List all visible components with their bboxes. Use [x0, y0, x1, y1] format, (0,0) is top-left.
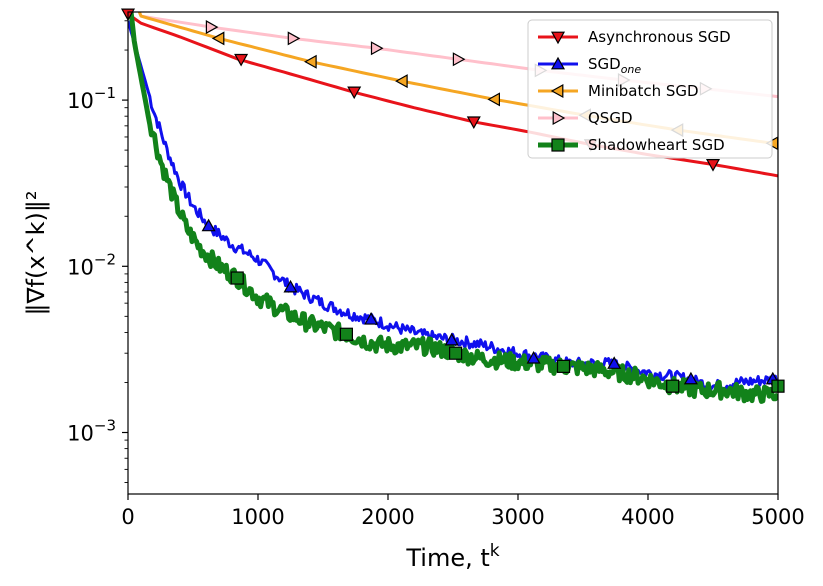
legend-marker-shadowheart-sgd [551, 138, 565, 152]
series-marker-asynchronous-sgd [705, 159, 721, 172]
series-marker-sgd-one [201, 218, 216, 232]
legend-marker-sgd-one [550, 56, 566, 70]
series-marker-asynchronous-sgd [466, 116, 481, 130]
series-marker-sgd-one [364, 312, 379, 325]
y-tick-label: 10−3 [67, 417, 116, 446]
series-marker-minibatch-sgd [211, 31, 225, 46]
x-tick-label: 5000 [751, 505, 804, 529]
series-marker-minibatch-sgd [395, 74, 408, 89]
series-marker-asynchronous-sgd [234, 53, 249, 67]
series-marker-qsgd [287, 31, 301, 46]
legend-label-minibatch-sgd: Minibatch SGD [588, 82, 699, 100]
x-tick-label: 3000 [491, 505, 544, 529]
series-marker-qsgd [452, 52, 466, 67]
legend-label-qsgd: QSGD [588, 109, 633, 127]
x-tick-label: 2000 [361, 505, 414, 529]
y-axis-title: ‖∇f(x^k)‖² [22, 190, 50, 315]
series-marker-shadowheart-sgd [449, 346, 463, 360]
series-marker-sgd-one [283, 279, 298, 293]
series-marker-asynchronous-sgd [347, 86, 362, 100]
y-tick-label: 10−2 [67, 250, 116, 279]
x-tick-label: 1000 [231, 505, 284, 529]
marker-layer [120, 8, 785, 393]
legend-box [527, 19, 773, 159]
legend-marker-minibatch-sgd [550, 83, 564, 99]
series-marker-qsgd [205, 20, 219, 35]
series-marker-sgd-one [526, 350, 541, 364]
legend-marker-asynchronous-sgd [550, 31, 566, 45]
x-tick-label: 4000 [621, 505, 674, 529]
series-marker-minibatch-sgd [304, 54, 317, 69]
y-axis: 10−1 10−2 10−3 [67, 20, 128, 483]
legend-label-sgd-one: SGDone [588, 55, 641, 76]
series-marker-shadowheart-sgd [556, 359, 571, 373]
x-tick-label: 0 [121, 505, 134, 529]
series-marker-shadowheart-sgd [230, 271, 244, 285]
series-marker-qsgd [370, 41, 384, 56]
y-tick-label: 10−1 [67, 84, 116, 113]
x-axis: 0 1000 2000 3000 4000 5000 [121, 494, 805, 529]
series-marker-sgd-one [444, 332, 459, 346]
legend-marker-qsgd [552, 110, 566, 126]
series-marker-shadowheart-sgd [339, 327, 353, 341]
x-axis-title: Time, tk [405, 541, 499, 572]
plot-frame [127, 11, 779, 495]
series-marker-sgd-one [607, 356, 622, 369]
legend: Asynchronous SGD SGDone Minibatch SGD QSGD S… [527, 19, 773, 159]
legend-label-asynchronous-sgd: Asynchronous SGD [588, 28, 731, 46]
series-marker-minibatch-sgd [487, 92, 500, 107]
legend-label-shadowheart-sgd: Shadowheart SGD [588, 136, 725, 154]
series-marker-shadowheart-sgd [666, 379, 680, 393]
series-marker-sgd-one [683, 371, 698, 385]
